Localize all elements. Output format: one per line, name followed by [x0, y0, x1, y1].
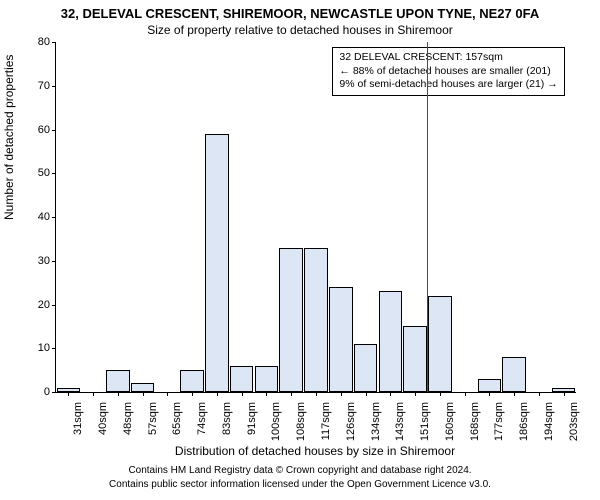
- reference-line: [427, 42, 428, 392]
- histogram-bar: [131, 383, 155, 392]
- xtick-mark: [489, 392, 490, 396]
- xtick-label: 177sqm: [493, 398, 505, 441]
- xtick-label: 91sqm: [246, 398, 258, 435]
- histogram-bar: [502, 357, 526, 392]
- ytick-label: 50: [20, 167, 56, 179]
- xtick-label: 83sqm: [221, 398, 233, 435]
- x-axis-label: Distribution of detached houses by size …: [55, 444, 575, 458]
- xtick-mark: [143, 392, 144, 396]
- xtick-mark: [93, 392, 94, 396]
- xtick-label: 117sqm: [320, 398, 332, 440]
- xtick-label: 151sqm: [419, 398, 431, 441]
- plot-area: 32 DELEVAL CRESCENT: 157sqm ← 88% of det…: [55, 42, 576, 393]
- histogram-bar: [304, 248, 328, 392]
- xtick-label: 186sqm: [518, 398, 530, 441]
- histogram-bar: [428, 296, 452, 392]
- xtick-mark: [167, 392, 168, 396]
- xtick-label: 31sqm: [72, 398, 84, 435]
- histogram-bar: [205, 134, 229, 392]
- histogram-bar: [230, 366, 254, 392]
- ytick-label: 10: [20, 342, 56, 354]
- xtick-mark: [390, 392, 391, 396]
- xtick-label: 74sqm: [196, 398, 208, 435]
- xtick-mark: [192, 392, 193, 396]
- xtick-mark: [440, 392, 441, 396]
- footer-line-1: Contains HM Land Registry data © Crown c…: [0, 465, 600, 476]
- xtick-label: 100sqm: [270, 398, 282, 441]
- histogram-bar: [255, 366, 279, 392]
- xtick-mark: [465, 392, 466, 396]
- xtick-label: 203sqm: [568, 398, 580, 441]
- footer-line-2: Contains public sector information licen…: [0, 479, 600, 490]
- xtick-label: 143sqm: [394, 398, 406, 441]
- histogram-bar: [379, 291, 403, 392]
- ytick-label: 40: [20, 211, 56, 223]
- xtick-label: 108sqm: [295, 398, 307, 441]
- histogram-bar: [329, 287, 353, 392]
- xtick-mark: [539, 392, 540, 396]
- property-size-chart: 32, DELEVAL CRESCENT, SHIREMOOR, NEWCAST…: [0, 0, 600, 500]
- ytick-label: 80: [20, 36, 56, 48]
- histogram-bar: [106, 370, 130, 392]
- xtick-mark: [291, 392, 292, 396]
- xtick-mark: [366, 392, 367, 396]
- ytick-label: 20: [20, 299, 56, 311]
- xtick-label: 126sqm: [345, 398, 357, 441]
- xtick-label: 48sqm: [122, 398, 134, 435]
- annotation-box: 32 DELEVAL CRESCENT: 157sqm ← 88% of det…: [332, 47, 564, 96]
- xtick-mark: [217, 392, 218, 396]
- y-axis-label: Number of detached properties: [2, 55, 16, 220]
- histogram-bar: [57, 388, 81, 392]
- histogram-bar: [279, 248, 303, 392]
- annotation-line: ← 88% of detached houses are smaller (20…: [339, 65, 557, 79]
- ytick-label: 70: [20, 80, 56, 92]
- xtick-mark: [266, 392, 267, 396]
- histogram-bar: [180, 370, 204, 392]
- xtick-label: 57sqm: [147, 398, 159, 435]
- xtick-label: 65sqm: [171, 398, 183, 435]
- xtick-mark: [242, 392, 243, 396]
- xtick-mark: [564, 392, 565, 396]
- xtick-label: 194sqm: [543, 398, 555, 441]
- xtick-label: 160sqm: [444, 398, 456, 441]
- xtick-mark: [415, 392, 416, 396]
- xtick-label: 40sqm: [97, 398, 109, 435]
- xtick-label: 168sqm: [469, 398, 481, 441]
- ytick-label: 30: [20, 255, 56, 267]
- histogram-bar: [403, 326, 427, 392]
- chart-title-main: 32, DELEVAL CRESCENT, SHIREMOOR, NEWCAST…: [0, 6, 600, 21]
- histogram-bar: [552, 388, 576, 392]
- annotation-line: 9% of semi-detached houses are larger (2…: [339, 78, 557, 92]
- chart-title-sub: Size of property relative to detached ho…: [0, 23, 600, 37]
- xtick-mark: [514, 392, 515, 396]
- ytick-label: 60: [20, 124, 56, 136]
- xtick-mark: [68, 392, 69, 396]
- xtick-mark: [341, 392, 342, 396]
- xtick-mark: [118, 392, 119, 396]
- annotation-line: 32 DELEVAL CRESCENT: 157sqm: [339, 51, 557, 65]
- xtick-mark: [316, 392, 317, 396]
- histogram-bar: [354, 344, 378, 392]
- histogram-bar: [478, 379, 502, 392]
- ytick-label: 0: [20, 386, 56, 398]
- xtick-label: 134sqm: [370, 398, 382, 441]
